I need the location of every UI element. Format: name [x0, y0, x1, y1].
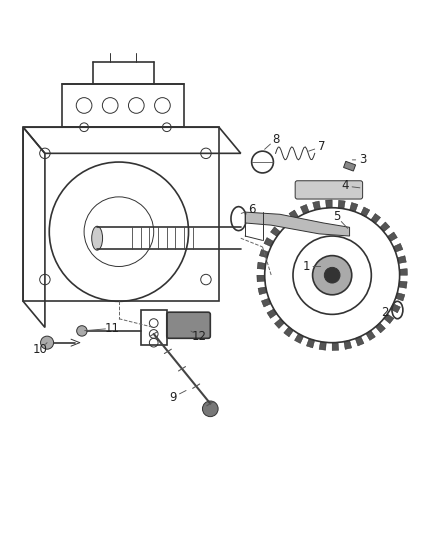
Polygon shape — [245, 212, 350, 236]
Polygon shape — [388, 232, 397, 241]
Text: 11: 11 — [105, 322, 120, 335]
Text: 1: 1 — [302, 260, 310, 273]
Polygon shape — [344, 341, 352, 349]
Polygon shape — [258, 287, 267, 295]
Text: 4: 4 — [342, 180, 349, 192]
Text: 10: 10 — [33, 343, 48, 356]
FancyBboxPatch shape — [295, 181, 363, 199]
Text: 3: 3 — [359, 154, 366, 166]
Polygon shape — [325, 200, 332, 208]
Polygon shape — [384, 314, 394, 324]
Polygon shape — [300, 205, 309, 214]
Polygon shape — [313, 201, 321, 210]
Polygon shape — [360, 207, 370, 217]
Polygon shape — [399, 269, 407, 275]
Polygon shape — [319, 342, 326, 350]
Polygon shape — [257, 275, 265, 282]
Text: 8: 8 — [272, 133, 279, 146]
Polygon shape — [294, 334, 304, 343]
Text: 12: 12 — [192, 329, 207, 343]
Polygon shape — [307, 338, 314, 348]
Polygon shape — [393, 244, 403, 252]
Polygon shape — [264, 238, 274, 247]
Polygon shape — [284, 327, 293, 337]
Polygon shape — [380, 222, 390, 232]
Text: 5: 5 — [333, 210, 340, 223]
Polygon shape — [271, 227, 280, 237]
Polygon shape — [259, 249, 269, 258]
Circle shape — [324, 268, 340, 283]
Circle shape — [77, 326, 87, 336]
Polygon shape — [399, 281, 407, 288]
Polygon shape — [391, 304, 400, 313]
Polygon shape — [332, 342, 339, 351]
Text: 9: 9 — [170, 391, 177, 403]
Polygon shape — [375, 323, 385, 333]
Text: 2: 2 — [381, 306, 388, 319]
Circle shape — [313, 256, 352, 295]
Polygon shape — [279, 217, 289, 228]
Polygon shape — [338, 200, 345, 209]
Bar — [343, 161, 356, 171]
Circle shape — [202, 401, 218, 417]
Polygon shape — [275, 319, 284, 328]
Polygon shape — [355, 336, 364, 346]
Ellipse shape — [92, 226, 102, 250]
Text: 7: 7 — [318, 140, 325, 154]
Circle shape — [41, 336, 53, 349]
Polygon shape — [267, 309, 277, 318]
Polygon shape — [396, 293, 405, 301]
Polygon shape — [371, 214, 381, 223]
Text: 6: 6 — [248, 204, 255, 216]
Polygon shape — [350, 203, 358, 212]
Polygon shape — [289, 210, 298, 220]
Polygon shape — [366, 330, 375, 341]
Polygon shape — [261, 298, 271, 307]
FancyBboxPatch shape — [167, 312, 210, 338]
Polygon shape — [257, 262, 266, 269]
Polygon shape — [397, 256, 406, 263]
